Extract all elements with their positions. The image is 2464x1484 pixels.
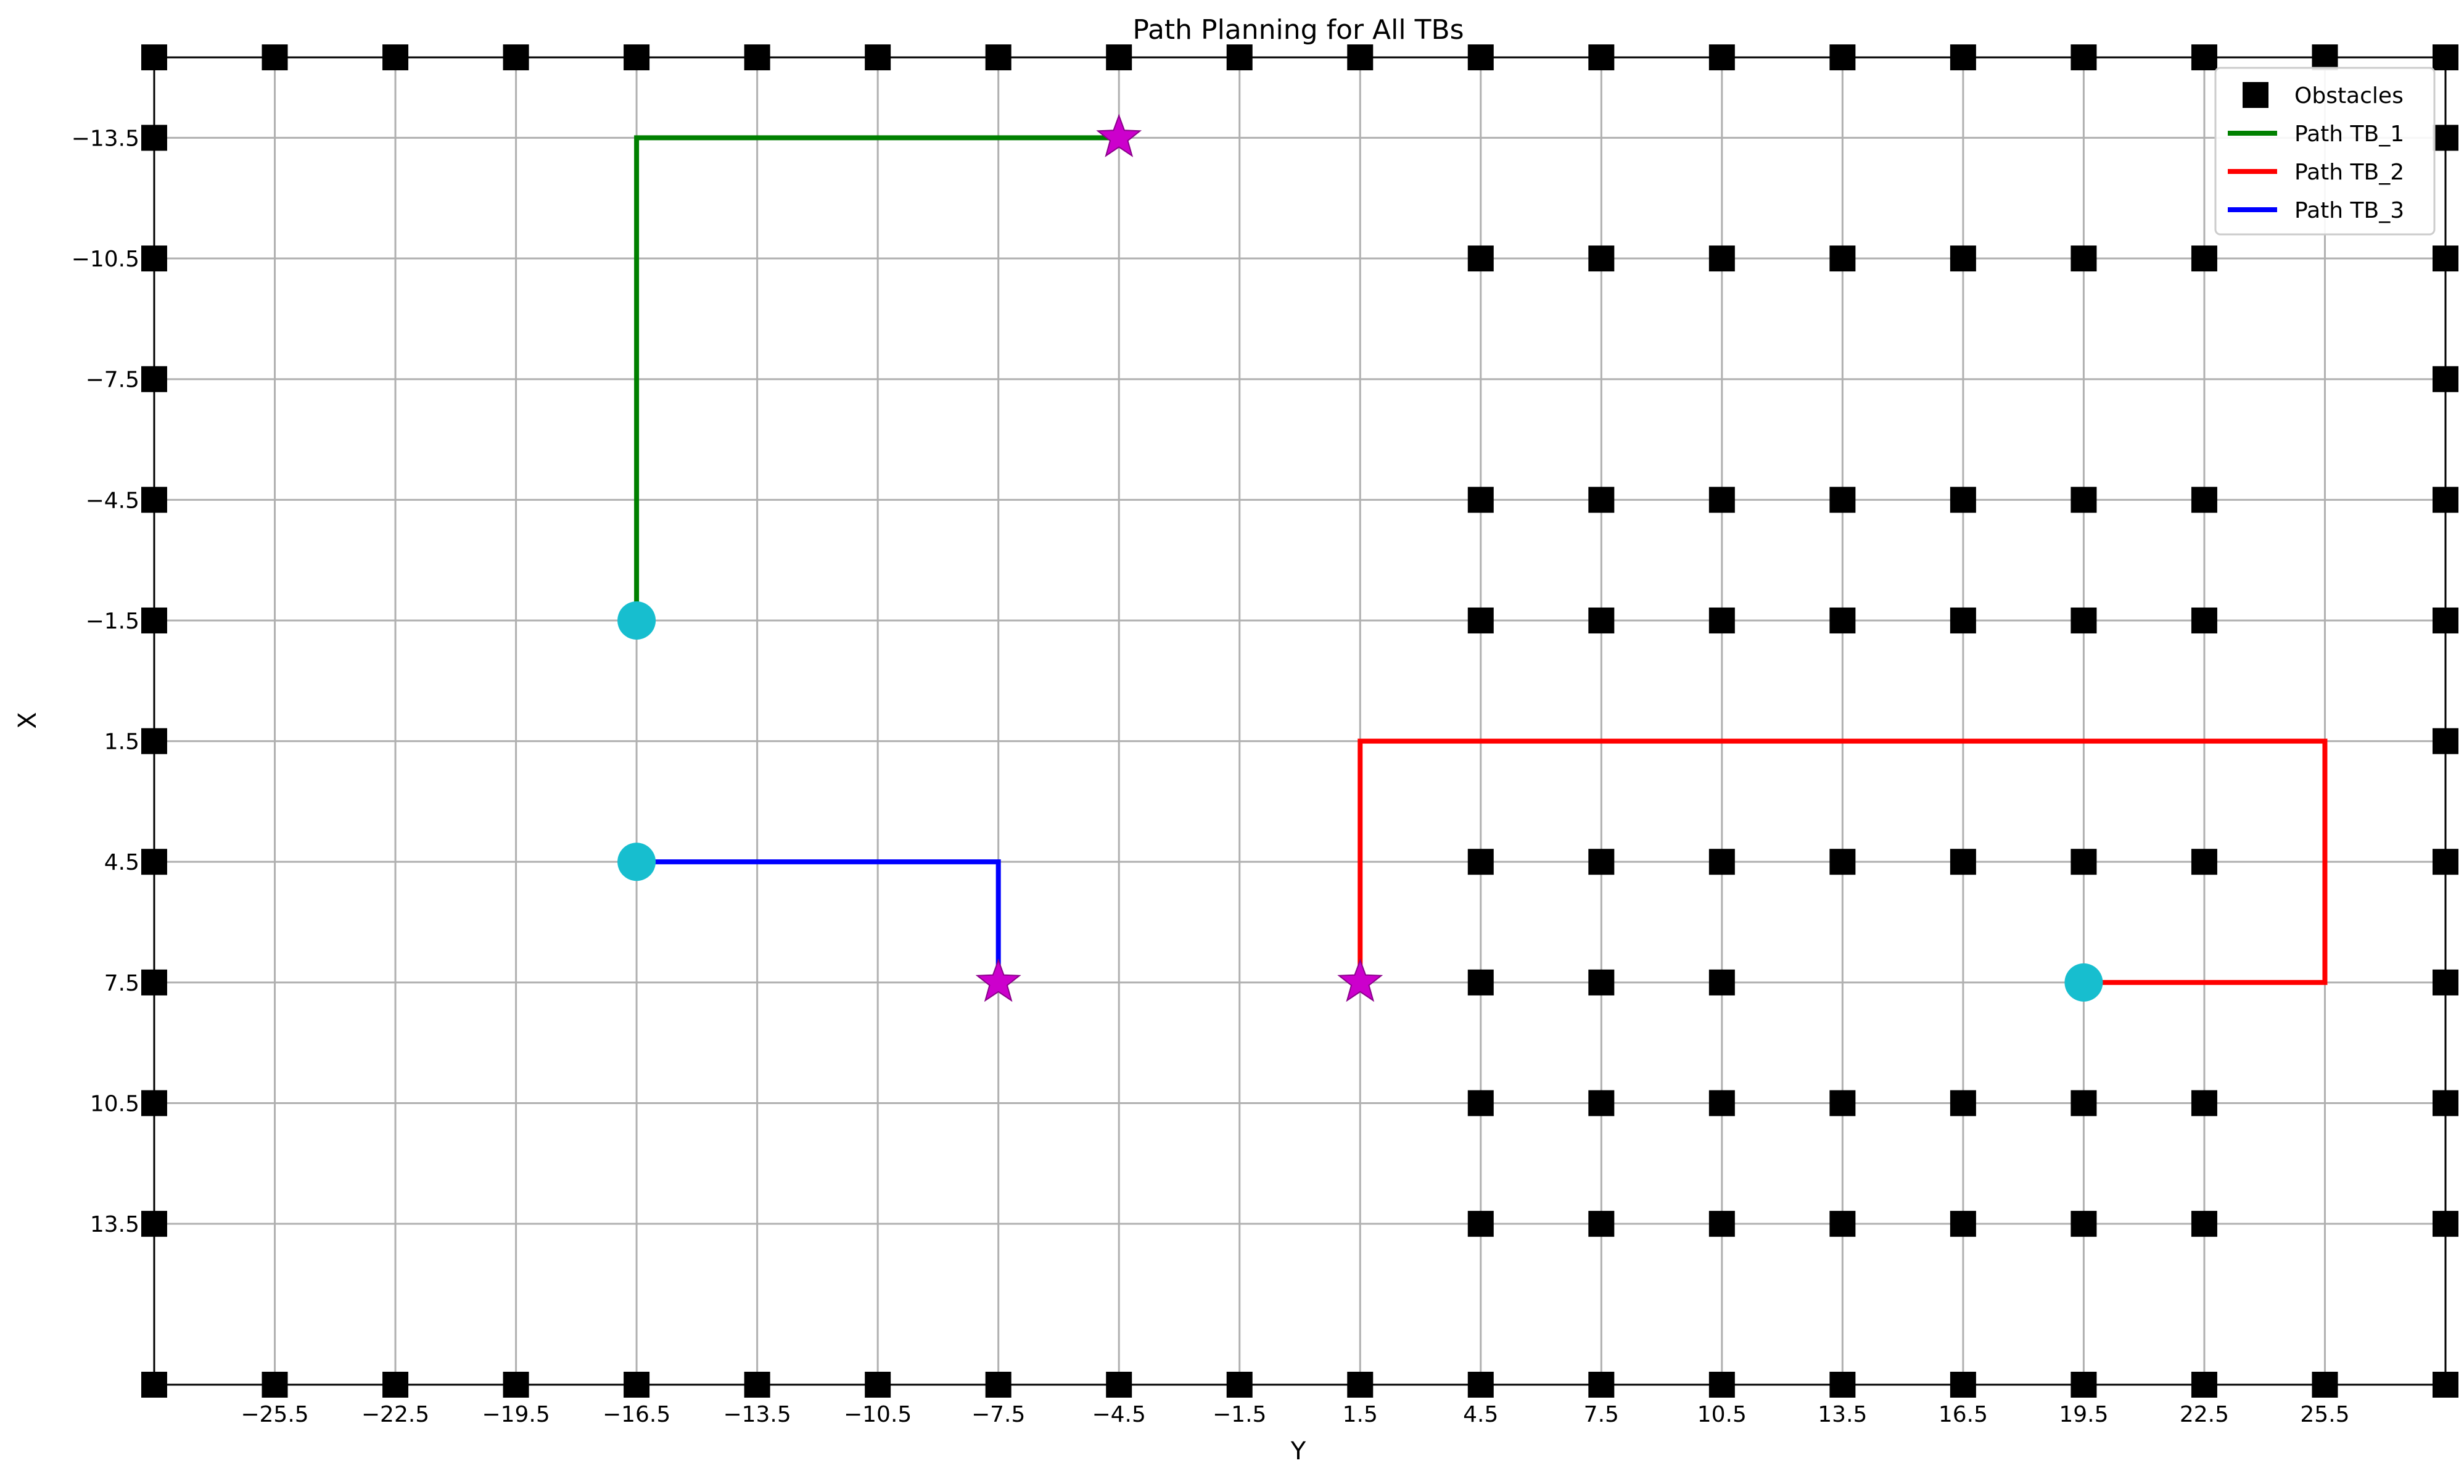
obstacle-marker — [1950, 245, 1976, 272]
x-tick-label: −1.5 — [1213, 1402, 1266, 1427]
legend-series-label: Path TB_2 — [2294, 160, 2404, 185]
obstacle-marker — [1950, 607, 1976, 633]
axes-frame — [153, 56, 2447, 1386]
goal-star-marker — [1096, 113, 1142, 157]
obstacle-marker — [1467, 245, 1494, 272]
obstacle-marker — [1708, 245, 1735, 272]
obstacle-marker — [1467, 1090, 1494, 1116]
legend-series-label: Path TB_1 — [2294, 122, 2404, 147]
y-tick-label: −7.5 — [86, 368, 139, 393]
start-goal-markers — [617, 113, 2103, 1002]
y-tick-label: 10.5 — [90, 1092, 139, 1117]
legend-series-label: Path TB_3 — [2294, 198, 2404, 223]
obstacle-marker — [1708, 607, 1735, 633]
start-marker — [2064, 963, 2103, 1002]
x-tick-label: −25.5 — [241, 1402, 308, 1427]
x-tick-label: 7.5 — [1584, 1402, 1619, 1427]
obstacle-marker — [1467, 487, 1494, 513]
x-tick-label: −13.5 — [723, 1402, 791, 1427]
obstacle-marker — [2191, 245, 2217, 272]
obstacle-marker — [2191, 487, 2217, 513]
path-tb-3-line — [637, 859, 1001, 983]
obstacle-marker — [1829, 487, 1856, 513]
x-axis-label: Y — [1290, 1437, 1306, 1465]
start-marker — [617, 601, 656, 640]
obstacle-marker — [1588, 487, 1615, 513]
x-tick-label: −7.5 — [971, 1402, 1025, 1427]
x-tick-label: 22.5 — [2180, 1402, 2229, 1427]
obstacle-marker — [2071, 849, 2097, 875]
obstacle-marker — [1950, 1090, 1976, 1116]
goal-star-marker — [1337, 958, 1383, 1002]
obstacle-marker — [1588, 849, 1615, 875]
obstacle-marker — [2191, 1090, 2217, 1116]
grid-lines — [154, 57, 2445, 1385]
obstacle-marker — [1588, 245, 1615, 272]
y-axis-label: X — [14, 712, 42, 728]
obstacle-marker — [1467, 969, 1494, 996]
obstacle-marker — [1588, 1211, 1615, 1237]
obstacle-marker — [1588, 1090, 1615, 1116]
obstacle-marker — [1467, 607, 1494, 633]
y-tick-label: 4.5 — [104, 850, 139, 875]
x-tick-label: −4.5 — [1092, 1402, 1145, 1427]
x-tick-label: 19.5 — [2059, 1402, 2108, 1427]
obstacle-marker — [1829, 849, 1856, 875]
y-tick-label: −4.5 — [86, 488, 139, 513]
y-tick-label: −1.5 — [86, 609, 139, 634]
obstacle-marker — [1467, 1211, 1494, 1237]
legend-obstacles-swatch — [2243, 82, 2268, 108]
x-tick-label: −16.5 — [603, 1402, 670, 1427]
y-tick-label: 7.5 — [104, 971, 139, 996]
goal-star-marker — [975, 958, 1021, 1002]
obstacle-marker — [2191, 849, 2217, 875]
legend: Obstacles Path TB_1 Path TB_2 Path TB_3 — [2214, 67, 2436, 236]
obstacle-marker — [2191, 1211, 2217, 1237]
y-tick-label: −10.5 — [72, 247, 139, 272]
x-tick-label: −19.5 — [482, 1402, 550, 1427]
obstacle-marker — [1588, 969, 1615, 996]
obstacle-marker — [1708, 1090, 1735, 1116]
path-tb-2-line — [1358, 738, 2328, 985]
x-tick-label: 4.5 — [1463, 1402, 1498, 1427]
y-tick-label: 13.5 — [90, 1212, 139, 1237]
paths-layer — [634, 135, 2328, 985]
obstacle-marker — [2191, 607, 2217, 633]
y-axis-ticks: −13.5 −10.5 −7.5 −4.5 −1.5 1.5 4.5 7.5 10.5 13.5 — [72, 126, 154, 1237]
obstacle-marker — [1467, 849, 1494, 875]
obstacle-marker — [1829, 245, 1856, 272]
x-tick-label: 16.5 — [1939, 1402, 1988, 1427]
chart-title: Path Planning for All TBs — [1132, 14, 1464, 46]
legend-obstacles-label: Obstacles — [2294, 83, 2404, 109]
obstacle-marker — [1829, 607, 1856, 633]
x-tick-label: 25.5 — [2300, 1402, 2349, 1427]
obstacle-marker — [1829, 1211, 1856, 1237]
obstacle-marker — [1708, 1211, 1735, 1237]
start-marker — [617, 843, 656, 881]
legend-box — [2214, 67, 2436, 236]
obstacle-marker — [1708, 849, 1735, 875]
x-tick-label: −22.5 — [361, 1402, 429, 1427]
obstacle-marker — [2071, 1090, 2097, 1116]
path-tb-1-line — [634, 135, 1119, 620]
obstacle-marker — [2071, 245, 2097, 272]
x-tick-label: 1.5 — [1343, 1402, 1378, 1427]
obstacle-marker — [2071, 487, 2097, 513]
x-tick-label: −10.5 — [844, 1402, 912, 1427]
obstacle-marker — [1950, 849, 1976, 875]
obstacle-marker — [1950, 1211, 1976, 1237]
obstacle-marker — [2071, 607, 2097, 633]
obstacle-marker — [1708, 969, 1735, 996]
x-tick-label: 10.5 — [1697, 1402, 1747, 1427]
y-tick-label: −13.5 — [72, 126, 139, 151]
y-tick-label: 1.5 — [104, 730, 139, 755]
obstacle-marker — [1708, 487, 1735, 513]
x-tick-label: 13.5 — [1818, 1402, 1867, 1427]
obstacle-marker — [1829, 1090, 1856, 1116]
obstacle-marker — [2071, 1211, 2097, 1237]
x-axis-ticks: −25.5 −22.5 −19.5 −16.5 −13.5 −10.5 −7.5 −4.5 −1… — [241, 1385, 2350, 1427]
obstacle-marker — [1950, 487, 1976, 513]
obstacle-marker — [1588, 607, 1615, 633]
